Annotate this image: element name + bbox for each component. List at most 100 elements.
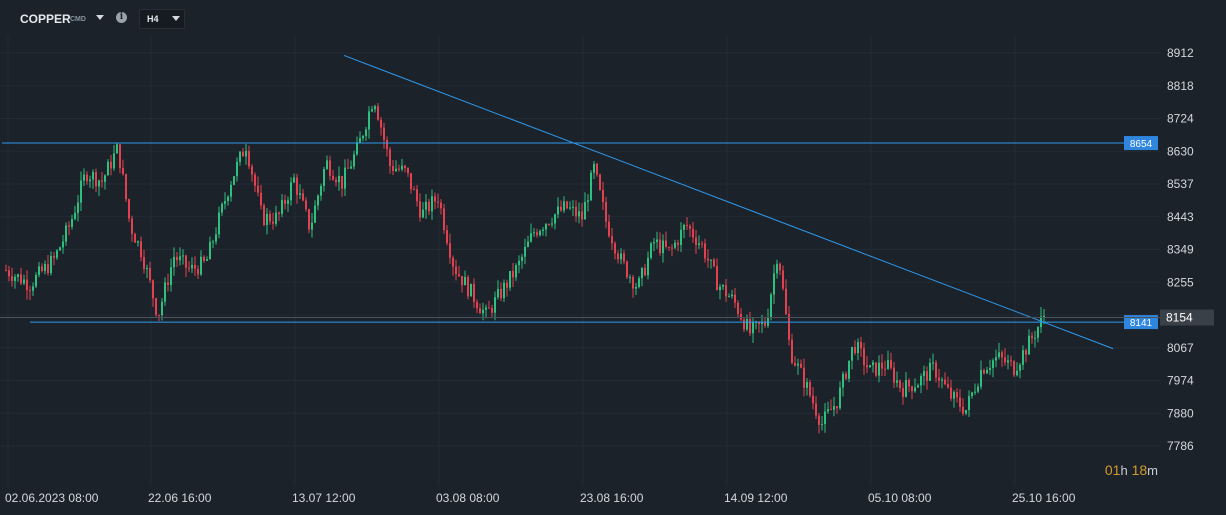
candle-body-up bbox=[515, 265, 517, 278]
candle-body-up bbox=[1022, 350, 1024, 365]
candle-body-down bbox=[512, 270, 514, 278]
candle-body-up bbox=[572, 206, 574, 208]
candle-body-up bbox=[1016, 370, 1018, 376]
candle-body-down bbox=[1013, 361, 1015, 376]
candle-body-up bbox=[635, 286, 637, 289]
candle-body-down bbox=[758, 321, 760, 324]
candle-body-down bbox=[149, 268, 151, 281]
y-axis-tick-label: 8630 bbox=[1167, 144, 1194, 158]
candle-body-up bbox=[674, 242, 676, 248]
candle-body-down bbox=[329, 160, 331, 176]
candle-body-up bbox=[920, 376, 922, 386]
candle-body-up bbox=[14, 276, 16, 281]
candle-body-up bbox=[164, 282, 166, 302]
candle-body-up bbox=[1019, 364, 1021, 371]
candle-body-up bbox=[587, 200, 589, 202]
candle-body-down bbox=[707, 258, 709, 261]
candle-body-down bbox=[134, 234, 136, 243]
candle-body-up bbox=[887, 360, 889, 369]
candle-body-down bbox=[272, 221, 274, 224]
candle-body-down bbox=[410, 173, 412, 190]
candle-body-down bbox=[809, 382, 811, 396]
candle-body-down bbox=[254, 174, 256, 186]
candle-body-up bbox=[638, 278, 640, 287]
candle-body-down bbox=[8, 270, 10, 277]
candle-body-up bbox=[641, 267, 643, 279]
candle-body-down bbox=[86, 174, 88, 182]
candle-body-down bbox=[248, 150, 250, 167]
candle-body-up bbox=[533, 232, 535, 234]
candle-body-up bbox=[23, 279, 25, 284]
candle-body-up bbox=[593, 163, 595, 173]
candle-body-down bbox=[257, 185, 259, 193]
candle-body-down bbox=[242, 151, 244, 157]
candle-body-down bbox=[560, 206, 562, 211]
candle-body-down bbox=[938, 377, 940, 381]
candle-body-up bbox=[653, 241, 655, 244]
timeframe-select[interactable]: H4 bbox=[139, 9, 185, 29]
candle-body-up bbox=[869, 365, 871, 368]
candle-body-down bbox=[614, 243, 616, 254]
candle-body-up bbox=[878, 362, 880, 376]
candle-body-down bbox=[812, 395, 814, 404]
candle-body-up bbox=[995, 357, 997, 361]
candle-body-up bbox=[1037, 327, 1039, 338]
candle-body-up bbox=[719, 286, 721, 291]
candle-body-down bbox=[575, 206, 577, 217]
candle-body-up bbox=[38, 266, 40, 275]
candle-body-down bbox=[785, 288, 787, 315]
candle-body-down bbox=[1031, 335, 1033, 339]
candle-body-down bbox=[602, 189, 604, 203]
candle-body-down bbox=[815, 403, 817, 416]
candle-body-up bbox=[545, 224, 547, 230]
candle-body-up bbox=[494, 297, 496, 313]
candle-body-up bbox=[311, 222, 313, 230]
candle-body-down bbox=[713, 259, 715, 267]
candle-body-up bbox=[212, 241, 214, 243]
candle-body-up bbox=[89, 179, 91, 182]
candle-body-down bbox=[1004, 357, 1006, 363]
candle-body-down bbox=[749, 318, 751, 334]
candle-body-down bbox=[269, 213, 271, 222]
candle-body-up bbox=[365, 129, 367, 137]
candle-body-down bbox=[734, 294, 736, 303]
symbol-name[interactable]: COPPER bbox=[20, 12, 71, 26]
candle-body-down bbox=[413, 189, 415, 191]
candle-body-up bbox=[848, 360, 850, 379]
candle-body-up bbox=[371, 109, 373, 112]
candle-body-up bbox=[425, 201, 427, 210]
candle-body-up bbox=[161, 301, 163, 316]
y-axis-tick-label: 8443 bbox=[1167, 210, 1194, 224]
candle-body-down bbox=[788, 314, 790, 340]
candle-body-down bbox=[794, 362, 796, 366]
candle-body-down bbox=[950, 387, 952, 399]
candle-body-up bbox=[896, 380, 898, 383]
candle-body-down bbox=[899, 380, 901, 389]
candle-body-up bbox=[401, 165, 403, 170]
candle-body-up bbox=[287, 200, 289, 204]
symbol-dropdown-chevron-down-icon[interactable] bbox=[96, 15, 104, 20]
candle-body-down bbox=[263, 205, 265, 225]
candle-body-up bbox=[842, 373, 844, 388]
candle-body-up bbox=[746, 318, 748, 330]
info-icon[interactable]: i bbox=[116, 12, 127, 23]
candle-body-up bbox=[662, 240, 664, 254]
candle-body-down bbox=[701, 243, 703, 245]
candle-body-up bbox=[1043, 316, 1045, 318]
y-axis-tick-label: 8818 bbox=[1167, 79, 1194, 93]
candle-body-up bbox=[266, 213, 268, 225]
candle-body-down bbox=[1010, 360, 1012, 362]
candle-body-up bbox=[647, 257, 649, 276]
candle-body-up bbox=[524, 246, 526, 257]
candle-body-up bbox=[317, 195, 319, 206]
candle-body-down bbox=[779, 263, 781, 271]
candle-body-down bbox=[836, 406, 838, 409]
candle-body-down bbox=[644, 267, 646, 276]
y-axis-tick-label: 8349 bbox=[1167, 243, 1194, 257]
candle-body-up bbox=[470, 283, 472, 297]
candle-body-down bbox=[383, 127, 385, 140]
candle-body-down bbox=[419, 201, 421, 218]
y-axis-tick-label: 7786 bbox=[1167, 439, 1194, 453]
candle-body-down bbox=[926, 371, 928, 381]
